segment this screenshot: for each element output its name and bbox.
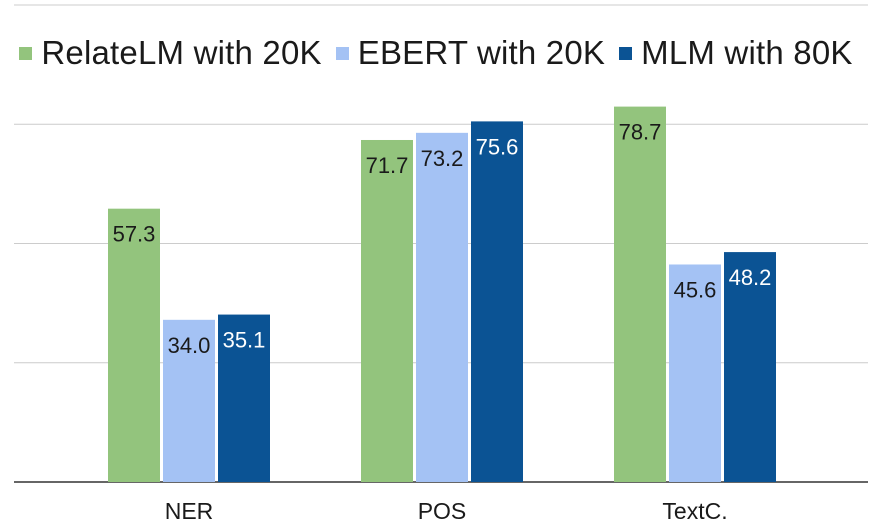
data-label: 35.1 — [223, 328, 266, 353]
legend-label: MLM with 80K — [641, 34, 853, 71]
data-label: 57.3 — [113, 222, 156, 247]
bar — [163, 319, 215, 482]
x-tick-label: POS — [418, 498, 467, 524]
x-axis: NER POS TextC. — [165, 498, 728, 524]
legend-item: MLM with 80K — [619, 34, 852, 72]
x-tick-label: NER — [165, 498, 214, 524]
data-label: 78.7 — [619, 120, 662, 145]
data-label: 73.2 — [421, 146, 464, 171]
x-tick-label: TextC. — [662, 498, 727, 524]
labels-layer: 57.3 34.0 35.1 71.7 73.2 75.6 78.7 45.6 48.2 — [113, 120, 772, 358]
bar — [724, 252, 776, 482]
legend-item: EBERT with 20K — [335, 34, 606, 72]
legend-label: RelateLM with 20K — [41, 34, 322, 71]
bar — [669, 264, 721, 482]
data-label: 48.2 — [729, 265, 772, 290]
legend: RelateLM with 20K EBERT with 20K MLM with … — [0, 28, 872, 78]
legend-item: RelateLM with 20K — [19, 34, 322, 72]
bar — [218, 314, 270, 482]
data-label: 75.6 — [476, 134, 519, 159]
legend-label: EBERT with 20K — [357, 34, 606, 71]
data-label: 45.6 — [674, 277, 717, 302]
data-label: 34.0 — [168, 333, 211, 358]
bar — [416, 132, 468, 482]
legend-swatch — [19, 46, 33, 60]
legend-swatch — [335, 46, 349, 60]
bar — [361, 139, 413, 482]
bar — [614, 106, 666, 482]
bars-layer — [108, 106, 776, 482]
bar — [471, 121, 523, 482]
bar — [108, 208, 160, 482]
legend-swatch — [619, 46, 633, 60]
data-label: 71.7 — [366, 153, 409, 178]
